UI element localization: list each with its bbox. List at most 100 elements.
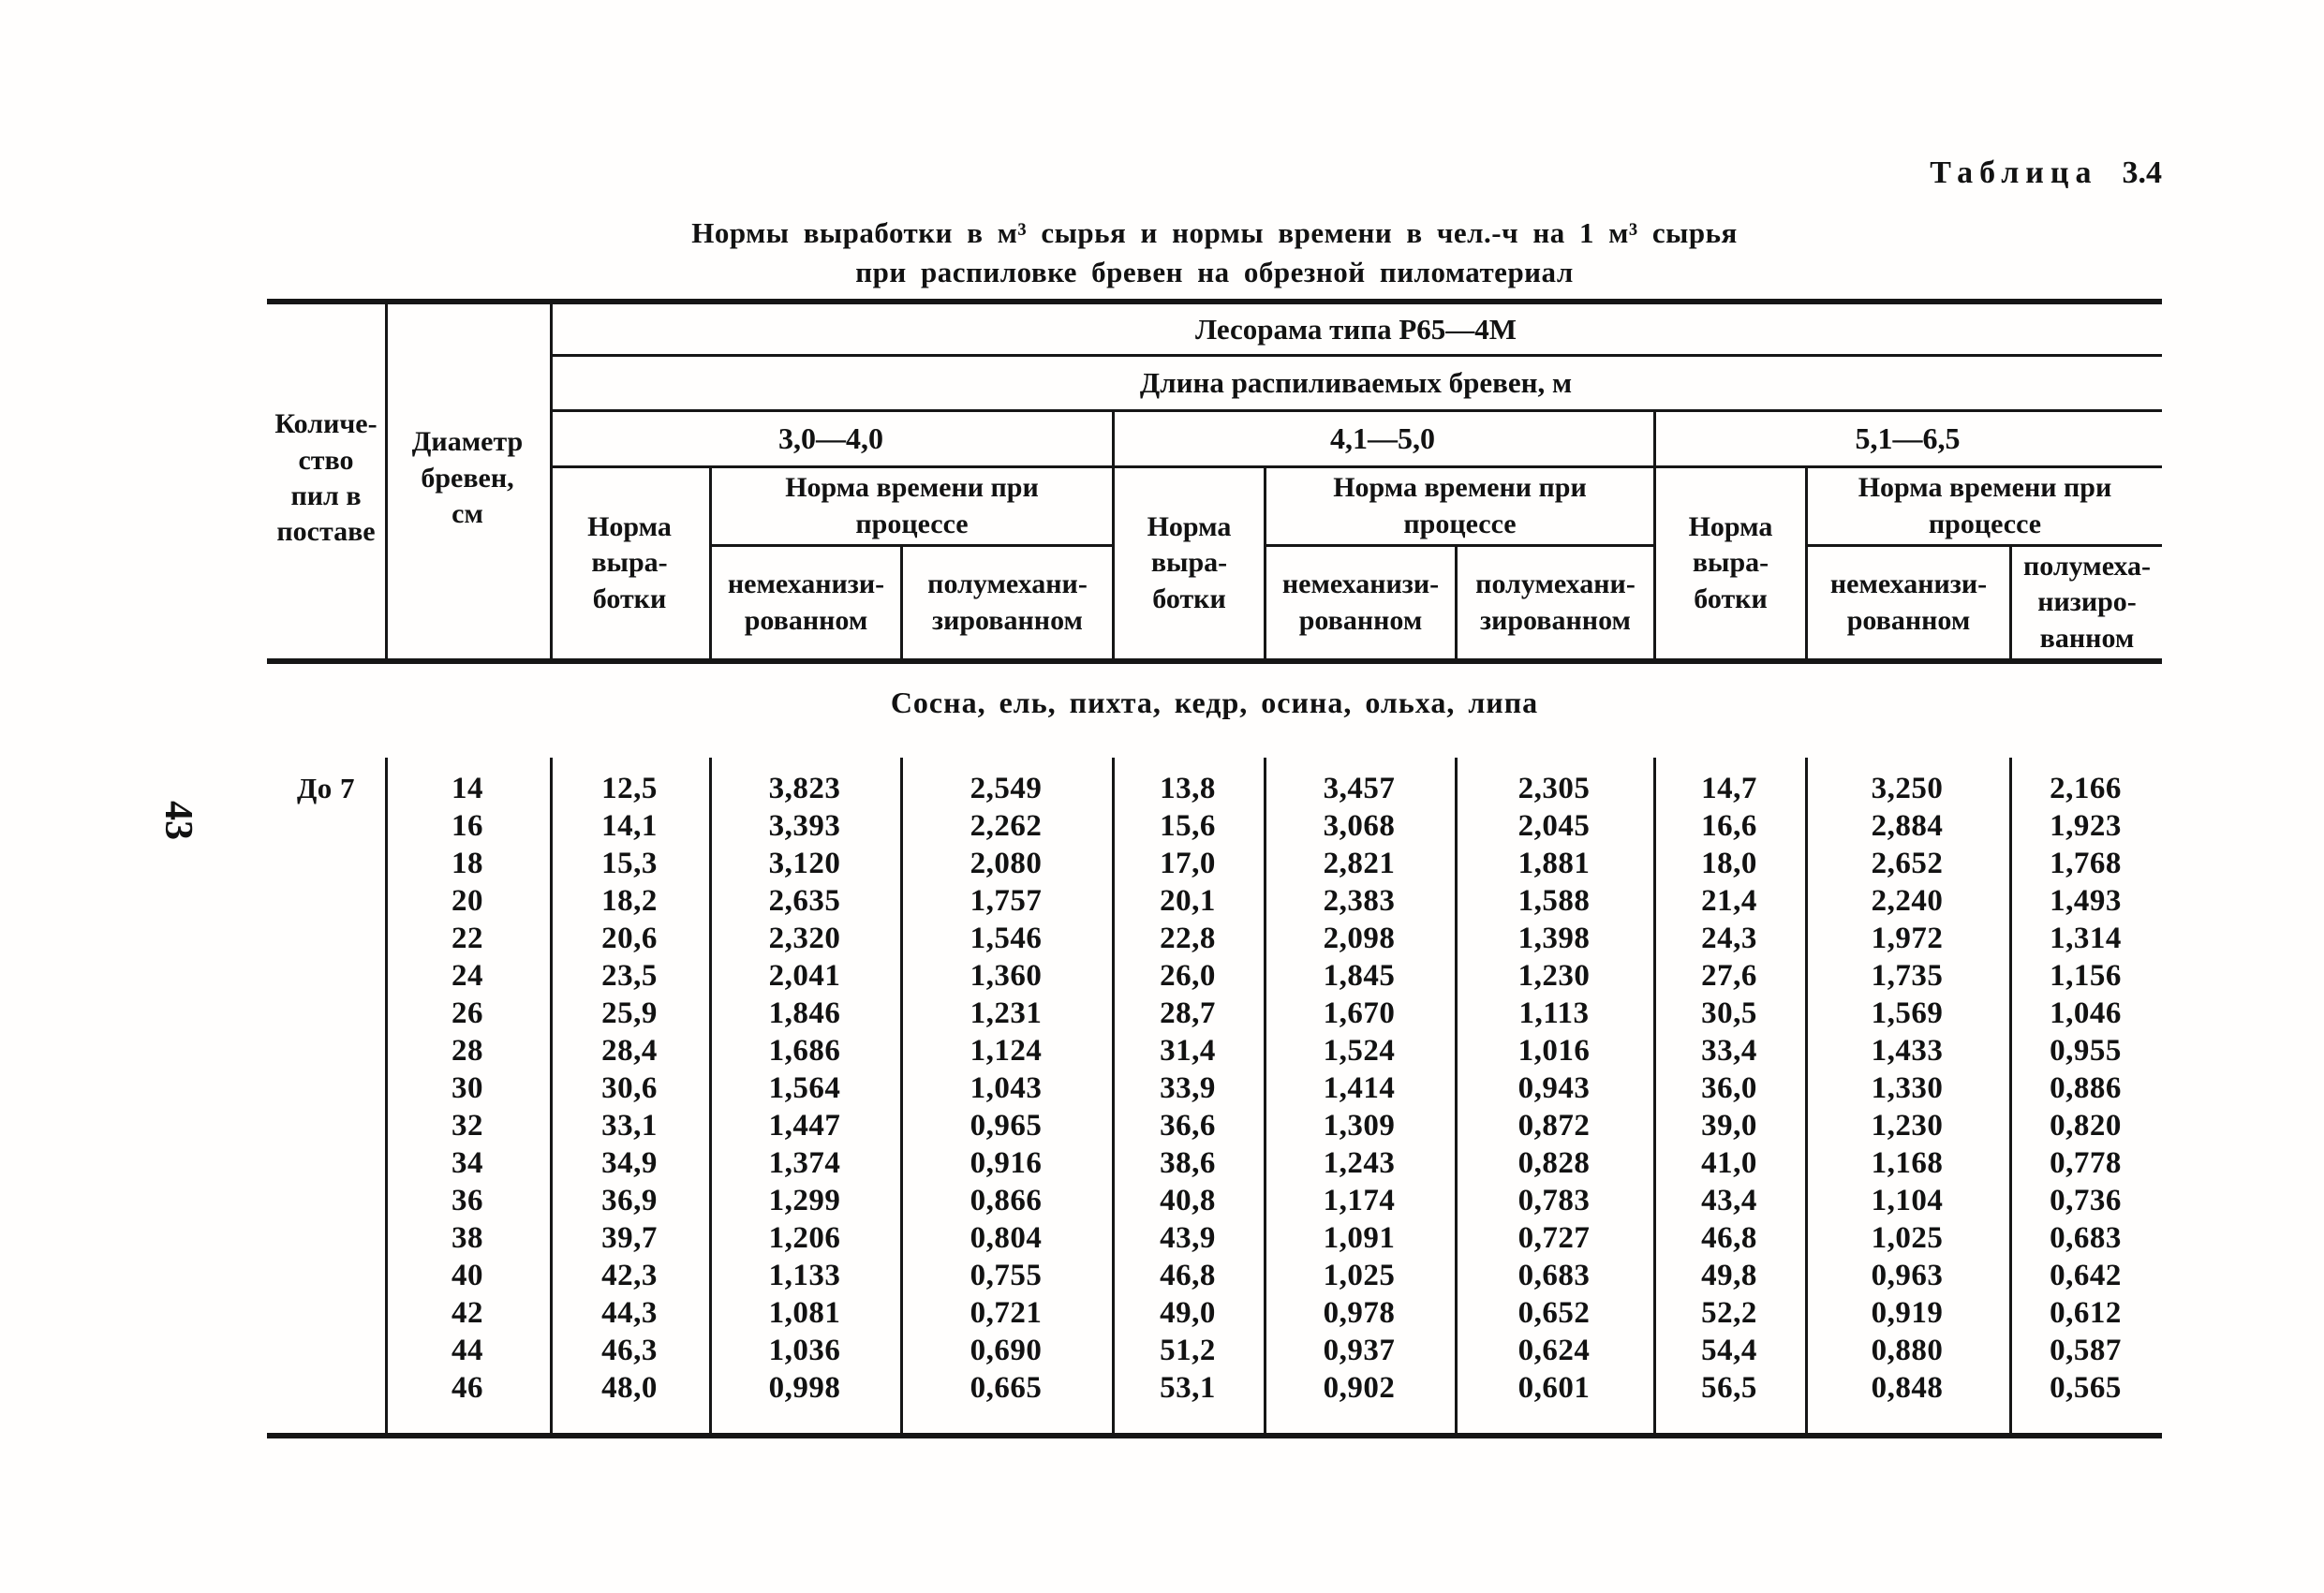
diameter-cell: 40 (451, 1259, 483, 1292)
saws-count-cell (267, 882, 385, 920)
saws-count-cell (267, 1107, 385, 1144)
diameter-cell: 26 (451, 996, 483, 1030)
table-row: 30 30,6 1,564 1,043 33,9 1,414 0,943 36,0 1,330 0… (267, 1069, 2162, 1107)
value-cell: 24,3 (1701, 922, 1757, 955)
value-cell: 30,5 (1701, 996, 1757, 1030)
table-rule-vertical (1805, 468, 1808, 658)
table-rule-vertical (1264, 468, 1266, 658)
table-rule-header-bottom (267, 658, 2162, 664)
value-cell: 1,686 (768, 1034, 841, 1068)
value-cell: 1,414 (1323, 1071, 1396, 1105)
value-cell: 1,025 (1871, 1221, 1944, 1255)
value-cell: 0,955 (2050, 1034, 2122, 1068)
value-cell: 0,736 (2050, 1184, 2122, 1217)
table-row: 42 44,3 1,081 0,721 49,0 0,978 0,652 52,2 0,919 0… (267, 1294, 2162, 1332)
table-rule-vertical (550, 304, 553, 658)
value-cell: 21,4 (1701, 884, 1757, 918)
value-cell: 1,156 (2050, 959, 2122, 993)
table-row: 20 18,2 2,635 1,757 20,1 2,383 1,588 21,4 2,240 1… (267, 882, 2162, 920)
value-cell: 33,1 (601, 1109, 658, 1143)
table-row: 16 14,1 3,393 2,262 15,6 3,068 2,045 16,6 2,884 1… (267, 807, 2162, 845)
value-cell: 2,320 (768, 922, 841, 955)
value-cell: 1,309 (1323, 1109, 1396, 1143)
value-cell: 2,305 (1517, 772, 1591, 805)
value-cell: 1,025 (1323, 1259, 1396, 1292)
value-cell: 18,2 (601, 884, 658, 918)
value-cell: 30,6 (601, 1071, 658, 1105)
value-cell: 43,9 (1160, 1221, 1216, 1255)
diameter-cell: 14 (451, 772, 483, 805)
table-row: 18 15,3 3,120 2,080 17,0 2,821 1,881 18,0 2,652 1… (267, 845, 2162, 882)
saws-count-cell (267, 1332, 385, 1369)
value-cell: 43,4 (1701, 1184, 1757, 1217)
value-cell: 0,943 (1517, 1071, 1591, 1105)
diameter-cell: 32 (451, 1109, 483, 1143)
value-cell: 1,091 (1323, 1221, 1396, 1255)
value-cell: 23,5 (601, 959, 658, 993)
table-row: 36 36,9 1,299 0,866 40,8 1,174 0,783 43,4 1,104 0… (267, 1182, 2162, 1219)
table-rule-vertical (550, 758, 553, 1433)
table-rule-vertical (1264, 758, 1266, 1433)
saws-count-cell (267, 807, 385, 845)
value-cell: 0,624 (1517, 1334, 1591, 1367)
saws-count-cell (267, 1069, 385, 1107)
saws-count-cell (267, 1257, 385, 1294)
value-cell: 1,493 (2050, 884, 2122, 918)
table-rule (1805, 544, 2162, 547)
table-rule-vertical (1653, 758, 1656, 1433)
value-cell: 52,2 (1701, 1296, 1757, 1330)
value-cell: 20,1 (1160, 884, 1216, 918)
value-cell: 1,881 (1517, 847, 1591, 880)
value-cell: 3,457 (1323, 772, 1396, 805)
value-cell: 39,0 (1701, 1109, 1757, 1143)
value-cell: 1,230 (1871, 1109, 1944, 1143)
value-cell: 1,670 (1323, 996, 1396, 1030)
table-rule-vertical (1112, 758, 1115, 1433)
value-cell: 0,866 (970, 1184, 1043, 1217)
value-cell: 1,314 (2050, 922, 2122, 955)
value-cell: 26,0 (1160, 959, 1216, 993)
doc-title-line1: Нормы выработки в м³ сырья и нормы време… (691, 216, 1738, 249)
value-cell: 54,4 (1701, 1334, 1757, 1367)
value-cell: 0,963 (1871, 1259, 1944, 1292)
value-cell: 2,041 (768, 959, 841, 993)
header-proc-semimech-2: полумехани- зированном (1475, 568, 1636, 636)
value-cell: 2,166 (2050, 772, 2122, 805)
value-cell: 42,3 (601, 1259, 658, 1292)
table-rule (550, 354, 2162, 357)
page-number: 43 (156, 801, 200, 840)
species-row: Сосна, ель, пихта, кедр, осина, ольха, л… (890, 685, 1539, 719)
value-cell: 1,564 (768, 1071, 841, 1105)
value-cell: 1,433 (1871, 1034, 1944, 1068)
value-cell: 3,120 (768, 847, 841, 880)
value-cell: 0,820 (2050, 1109, 2122, 1143)
value-cell: 1,330 (1871, 1071, 1944, 1105)
value-cell: 1,016 (1517, 1034, 1591, 1068)
value-cell: 2,652 (1871, 847, 1944, 880)
saws-count-cell (267, 1294, 385, 1332)
value-cell: 46,8 (1160, 1259, 1216, 1292)
header-range-3: 5,1—6,5 (1855, 421, 1961, 456)
table-row: 22 20,6 2,320 1,546 22,8 2,098 1,398 24,3 1,972 1… (267, 920, 2162, 957)
value-cell: 1,569 (1871, 996, 1944, 1030)
diameter-cell: 18 (451, 847, 483, 880)
value-cell: 0,804 (970, 1221, 1043, 1255)
value-cell: 1,043 (970, 1071, 1043, 1105)
value-cell: 0,978 (1323, 1296, 1396, 1330)
diameter-cell: 36 (451, 1184, 483, 1217)
value-cell: 1,972 (1871, 922, 1944, 955)
value-cell: 36,0 (1701, 1071, 1757, 1105)
header-log-length: Длина распиливаемых бревен, м (1139, 366, 1573, 400)
value-cell: 15,3 (601, 847, 658, 880)
value-cell: 0,587 (2050, 1334, 2122, 1367)
value-cell: 0,872 (1517, 1109, 1591, 1143)
diameter-cell: 22 (451, 922, 483, 955)
diameter-cell: 38 (451, 1221, 483, 1255)
value-cell: 0,902 (1323, 1371, 1396, 1405)
value-cell: 15,6 (1160, 809, 1216, 843)
value-cell: 28,4 (601, 1034, 658, 1068)
value-cell: 2,383 (1323, 884, 1396, 918)
value-cell: 0,755 (970, 1259, 1043, 1292)
value-cell: 34,9 (601, 1146, 658, 1180)
